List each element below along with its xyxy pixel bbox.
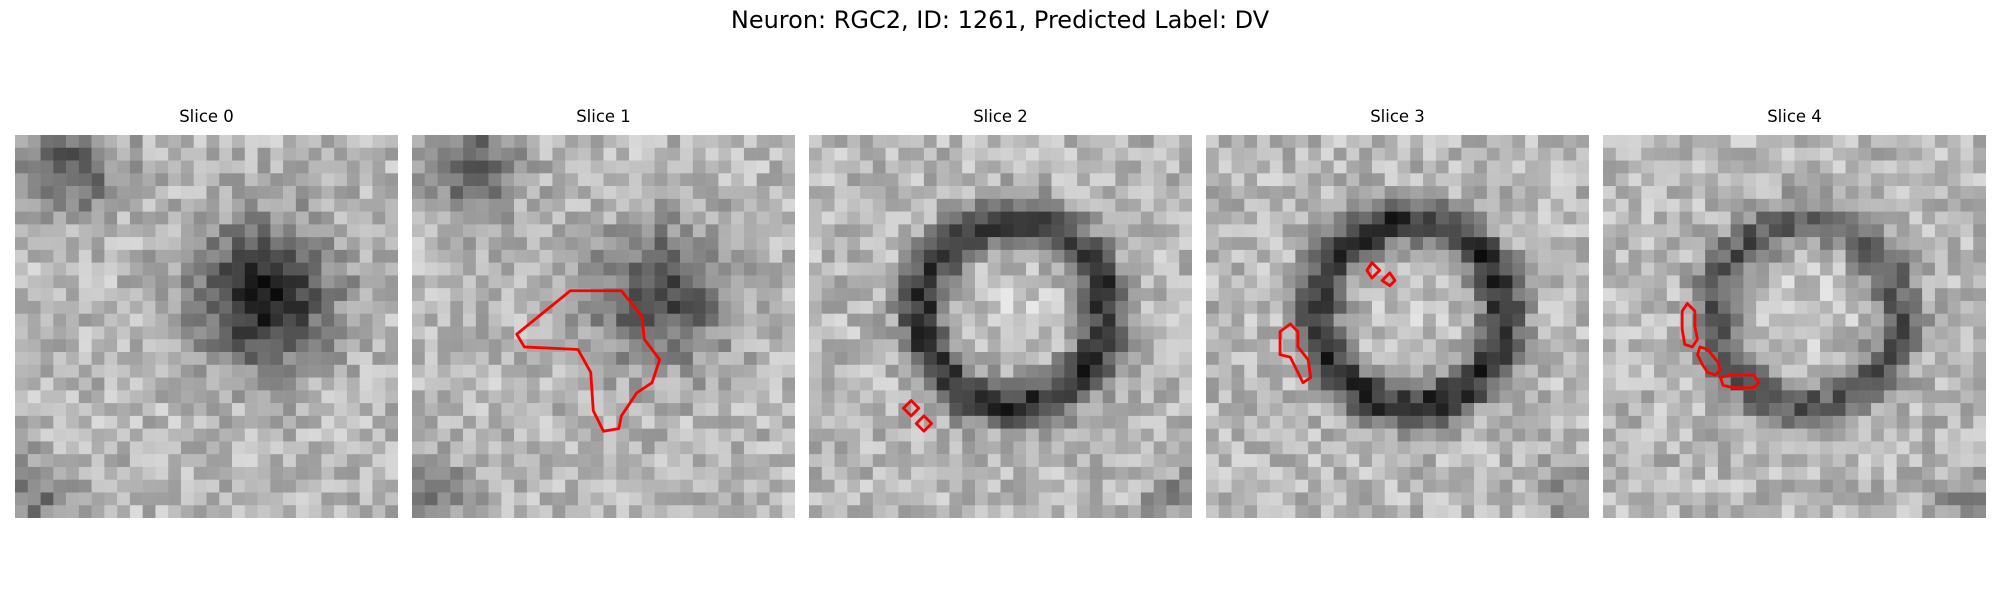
segmentation-contour (914, 414, 933, 433)
segmentation-contour (1365, 261, 1382, 280)
slice-title: Slice 2 (973, 107, 1028, 126)
slice-title: Slice 1 (576, 107, 631, 126)
slice-title: Slice 0 (179, 107, 234, 126)
slice-image (15, 135, 398, 518)
slice-title: Slice 4 (1767, 107, 1822, 126)
slice-image (412, 135, 795, 518)
slice-image (1206, 135, 1589, 518)
slice-image (1603, 135, 1986, 518)
segmentation-contour (515, 289, 662, 433)
segmentation-contour (1696, 345, 1722, 377)
slice-image (809, 135, 1192, 518)
slice-title: Slice 3 (1370, 107, 1425, 126)
segmentation-contour (902, 399, 921, 418)
segmentation-contour (1380, 271, 1397, 288)
segmentation-contour (1680, 302, 1699, 349)
figure-title: Neuron: RGC2, ID: 1261, Predicted Label:… (730, 6, 1270, 34)
segmentation-contour (1719, 373, 1761, 390)
segmentation-contour (1278, 322, 1313, 385)
